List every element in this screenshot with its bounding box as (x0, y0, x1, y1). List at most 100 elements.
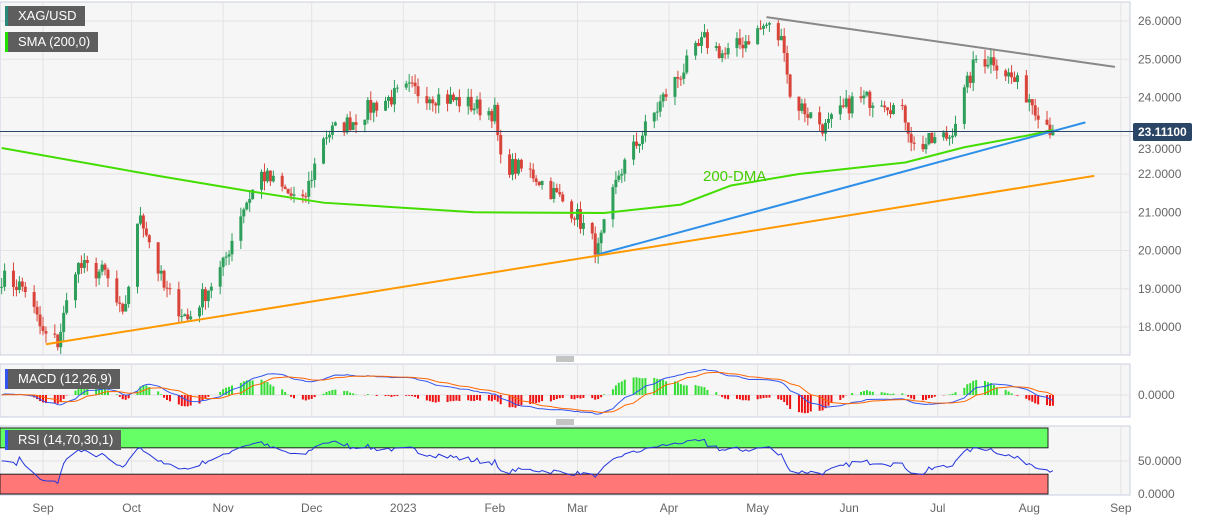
macd-histogram-bar (682, 385, 685, 395)
macd-histogram-bar (168, 395, 171, 402)
sma-indicator-label[interactable]: SMA (200,0) (5, 32, 99, 52)
macd-histogram-bar (293, 395, 296, 399)
candle (995, 65, 999, 71)
macd-indicator-label[interactable]: MACD (12,26,9) (5, 369, 120, 389)
macd-histogram-bar (549, 395, 552, 402)
macd-histogram-bar (473, 395, 476, 401)
macd-histogram-bar (101, 387, 104, 395)
macd-histogram-bar (446, 395, 449, 403)
candle (363, 119, 367, 125)
rsi-indicator-label[interactable]: RSI (14,70,30,1) (5, 430, 122, 450)
candle (23, 286, 27, 293)
candle (824, 122, 828, 134)
candle (65, 300, 69, 313)
macd-histogram-bar (603, 394, 606, 395)
candle (723, 53, 727, 55)
candle (983, 59, 987, 67)
x-axis-label: Dec (301, 501, 322, 515)
macd-histogram-bar (762, 395, 765, 399)
macd-histogram-bar (653, 377, 656, 395)
trendline-support-blue (597, 121, 1086, 256)
candle (945, 132, 949, 139)
candle (11, 270, 15, 288)
macd-histogram-bar (623, 379, 626, 395)
candle (953, 123, 957, 136)
candle (511, 159, 515, 175)
macd-histogram-bar (493, 395, 496, 400)
macd-histogram-bar (310, 395, 313, 399)
candle (664, 94, 668, 97)
macd-histogram-bar (927, 395, 930, 399)
candle (865, 91, 869, 96)
macd-histogram-bar (851, 393, 854, 395)
macd-histogram-bar (106, 390, 109, 395)
candle (496, 104, 500, 136)
candle (100, 264, 104, 272)
candle (416, 86, 420, 97)
macd-histogram-bar (972, 380, 975, 395)
macd-histogram-bar (1025, 395, 1028, 399)
candle (948, 137, 952, 139)
macd-histogram-bar (56, 395, 59, 404)
macd-histogram-bar (803, 395, 806, 414)
candle (384, 100, 388, 111)
candle (168, 288, 172, 290)
macd-histogram-bar (989, 383, 992, 395)
candle (17, 281, 21, 290)
candle (404, 83, 408, 88)
candle (1051, 131, 1055, 136)
macd-histogram-bar (659, 379, 662, 395)
macd-histogram-bar (263, 381, 266, 395)
candle (434, 103, 438, 106)
candle (602, 219, 606, 233)
macd-histogram-bar (487, 395, 490, 401)
macd-histogram-bar (638, 377, 641, 395)
candle (862, 95, 866, 99)
candle (531, 169, 535, 179)
candle (162, 270, 166, 288)
candle (248, 199, 252, 203)
macd-histogram-bar (827, 395, 830, 406)
candle (508, 154, 512, 175)
candle (475, 99, 479, 109)
candle (992, 57, 996, 66)
candle (1030, 99, 1034, 106)
macd-histogram-bar (251, 380, 254, 395)
candle (1013, 77, 1017, 82)
macd-histogram-bar (862, 391, 865, 395)
macd-histogram-bar (1037, 395, 1040, 405)
macd-histogram-bar (724, 395, 727, 399)
macd-histogram-bar (738, 395, 741, 400)
macd-histogram-bar (118, 395, 121, 397)
macd-histogram-bar (269, 384, 272, 395)
macd-histogram-bar (984, 381, 987, 395)
macd-histogram-bar (411, 395, 414, 397)
macd-histogram-bar (74, 390, 77, 395)
macd-histogram-bar (62, 395, 65, 399)
candle (431, 99, 435, 104)
candle (1027, 99, 1031, 103)
candle (611, 187, 615, 220)
candle (883, 105, 887, 108)
macd-histogram-bar (532, 395, 535, 404)
macd-histogram-bar (301, 395, 304, 400)
macd-histogram-bar (859, 391, 862, 395)
candle (552, 187, 556, 199)
candle (94, 262, 98, 279)
macd-histogram-bar (948, 394, 951, 395)
macd-histogram-bar (86, 383, 89, 395)
macd-histogram-bar (573, 395, 576, 400)
candle (735, 38, 739, 49)
macd-histogram-bar (969, 383, 972, 395)
macd-histogram-bar (538, 395, 541, 403)
y-axis-label: 19.0000 (1138, 282, 1182, 296)
macd-histogram-bar (727, 395, 730, 400)
candle (782, 35, 786, 54)
candle (280, 175, 284, 187)
candle (206, 290, 210, 302)
candle (227, 254, 231, 257)
symbol-label[interactable]: XAG/USD (5, 6, 85, 26)
macd-histogram-bar (673, 381, 676, 395)
macd-histogram-bar (334, 389, 337, 395)
